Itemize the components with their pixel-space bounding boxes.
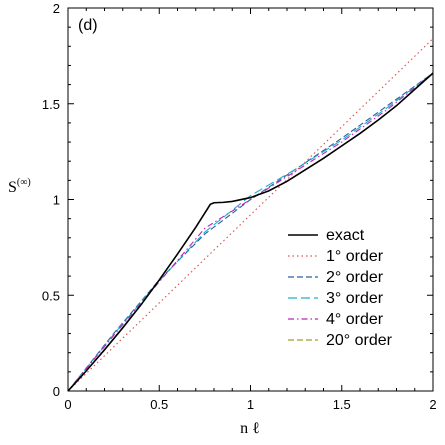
series-line-0 [67, 72, 434, 392]
x-tick-label: 0.5 [150, 397, 168, 412]
legend-label-4: 4° order [326, 311, 384, 328]
curves [67, 38, 434, 392]
legend-label-1: 1° order [326, 248, 384, 265]
ticks [67, 7, 434, 392]
y-tick-label: 1.5 [42, 97, 60, 112]
legend: exact 1° order 2° order 3° order 4° order 20°… [288, 227, 393, 349]
x-tick-label: 2 [429, 397, 436, 412]
panel-label: (d) [78, 17, 98, 34]
x-tick-label: 1 [247, 397, 254, 412]
x-axis-label: n ℓ [240, 420, 260, 437]
y-tick-label: 1 [53, 193, 60, 208]
x-tick-label: 1.5 [333, 397, 351, 412]
x-tick-label: 0 [64, 397, 71, 412]
series-line-3 [67, 72, 434, 392]
legend-label-5: 20° order [326, 332, 393, 349]
legend-label-2: 2° order [326, 269, 384, 286]
y-tick-label: 0 [53, 384, 60, 399]
y-axis-label: S(∞) [8, 177, 31, 196]
tick-labels: 0 0.5 1 1.5 2 0 0.5 1 1.5 2 [42, 1, 437, 412]
series-line-4 [67, 72, 434, 392]
y-axis-label-sup: (∞) [17, 177, 31, 188]
legend-label-0: exact [326, 227, 365, 244]
y-axis-label-main: S [8, 179, 17, 196]
y-tick-label: 2 [53, 1, 60, 16]
y-tick-label: 0.5 [42, 288, 60, 303]
legend-label-3: 3° order [326, 290, 384, 307]
